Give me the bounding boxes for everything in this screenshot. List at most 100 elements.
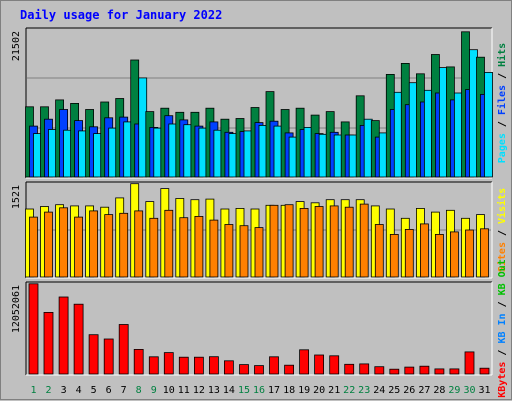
x-tick-day-19: 19	[298, 385, 310, 396]
x-tick-day-21: 21	[328, 385, 340, 396]
bar-kbytes-day-16	[254, 365, 264, 375]
x-tick-day-27: 27	[418, 385, 430, 396]
legend-/: /	[497, 67, 508, 85]
bar-sites-day-15	[239, 225, 249, 278]
bars	[28, 283, 490, 375]
bar-kbytes-day-13	[208, 356, 219, 375]
bar-pages-day-31	[484, 72, 493, 178]
bar-kbytes-day-31	[479, 367, 490, 375]
bar-kbytes-day-30	[464, 351, 475, 375]
bar-sites-day-8	[134, 210, 144, 278]
bar-sites-day-21	[329, 205, 339, 278]
bars	[25, 183, 489, 278]
legend-sites: Sites	[496, 242, 508, 272]
bar-sites-day-29	[449, 231, 459, 278]
series-legend: KBytes / KB In / KB Out	[497, 259, 508, 397]
bar-sites-day-18	[284, 204, 294, 278]
y-axis-max-label: 21502	[11, 31, 22, 61]
panel-kbytes: 12052061 KBytes / KB In / KB Out	[11, 259, 508, 397]
panel-hits-files-pages: 21502 Pages / Files / Hits	[11, 27, 508, 179]
x-tick-day-15: 15	[238, 385, 250, 396]
bar-sites-day-11	[179, 217, 189, 278]
x-tick-day-30: 30	[463, 385, 475, 396]
chart-title: Daily usage for January 2022	[20, 8, 223, 22]
y-axis-max-label: 1521	[11, 185, 22, 209]
x-tick-day-24: 24	[373, 385, 385, 396]
bar-sites-day-12	[194, 215, 204, 278]
bar-sites-day-30	[465, 229, 474, 278]
legend-visits: Visits	[496, 188, 508, 224]
bar-sites-day-6	[104, 214, 114, 278]
x-tick-day-8: 8	[136, 385, 142, 396]
bar-sites-day-22	[344, 206, 354, 278]
bar-sites-day-9	[149, 217, 159, 278]
x-tick-day-14: 14	[223, 385, 235, 396]
bar-kbytes-day-8	[133, 348, 144, 375]
bar-sites-day-20	[314, 206, 324, 278]
bar-kbytes-day-14	[223, 360, 234, 375]
x-tick-day-6: 6	[106, 385, 112, 396]
y-axis-max-label: 12052061	[11, 285, 22, 333]
bar-kbytes-day-3	[58, 296, 69, 375]
bar-sites-day-19	[299, 207, 309, 278]
bar-sites-day-14	[224, 224, 234, 278]
bar-kbytes-day-6	[103, 338, 114, 375]
x-tick-day-1: 1	[30, 385, 36, 396]
panel-visits-sites: 1521 Sites / Visits	[11, 181, 508, 279]
legend-/: /	[497, 295, 508, 313]
x-tick-day-29: 29	[448, 385, 460, 396]
bar-kbytes-day-27	[419, 365, 430, 375]
bar-kbytes-day-17	[269, 356, 279, 375]
panel-background	[26, 282, 492, 375]
bar-sites-day-10	[164, 209, 174, 278]
x-tick-day-31: 31	[478, 385, 490, 396]
legend-hits: Hits	[496, 43, 508, 67]
bar-sites-day-26	[404, 228, 414, 278]
bar-sites-day-2	[44, 211, 53, 278]
bar-kbytes-day-25	[389, 368, 400, 375]
x-tick-day-18: 18	[283, 385, 295, 396]
bar-kbytes-day-15	[239, 364, 249, 375]
bar-kbytes-day-23	[359, 363, 370, 375]
bar-sites-day-1	[29, 216, 38, 278]
bars	[25, 31, 493, 178]
bar-sites-day-27	[419, 223, 429, 278]
x-tick-day-2: 2	[45, 385, 51, 396]
x-axis-day-labels: 1 2 3 4 5 6 7 8 9 10 11 12 13 14 15 16 17 18 19 20 21 22 23 24 2…	[30, 385, 490, 396]
series-legend: Pages / Files / Hits	[496, 43, 508, 163]
bar-sites-day-16	[254, 227, 264, 278]
x-tick-day-25: 25	[388, 385, 400, 396]
bar-kbytes-day-22	[344, 363, 355, 375]
bar-sites-day-23	[359, 203, 369, 278]
bar-kbytes-day-29	[449, 368, 460, 375]
series-legend: Sites / Visits	[496, 188, 508, 272]
x-tick-day-20: 20	[313, 385, 325, 396]
bar-sites-day-7	[119, 212, 129, 278]
x-tick-day-11: 11	[178, 385, 190, 396]
bar-sites-day-28	[434, 233, 444, 278]
x-tick-day-22: 22	[343, 385, 355, 396]
bar-kbytes-day-20	[314, 354, 325, 375]
bar-kbytes-day-5	[88, 334, 99, 375]
x-tick-day-28: 28	[433, 385, 445, 396]
legend-files: Files	[496, 85, 508, 115]
legend-kbytes: KBytes	[497, 362, 508, 398]
bar-kbytes-day-10	[163, 352, 174, 375]
bar-kbytes-day-18	[284, 364, 295, 375]
bar-kbytes-day-7	[118, 324, 129, 375]
legend-pages: Pages	[497, 133, 508, 163]
x-tick-day-17: 17	[268, 385, 280, 396]
bar-sites-day-17	[269, 204, 279, 278]
bar-sites-day-5	[89, 210, 98, 278]
x-tick-day-26: 26	[403, 385, 415, 396]
x-tick-day-9: 9	[151, 385, 157, 396]
bar-sites-day-13	[209, 219, 219, 278]
bar-sites-day-3	[59, 207, 68, 278]
bar-kbytes-day-24	[374, 366, 385, 375]
legend-kb-in: KB In	[497, 313, 508, 343]
legend-/: /	[497, 115, 508, 133]
bar-sites-day-25	[389, 233, 399, 278]
